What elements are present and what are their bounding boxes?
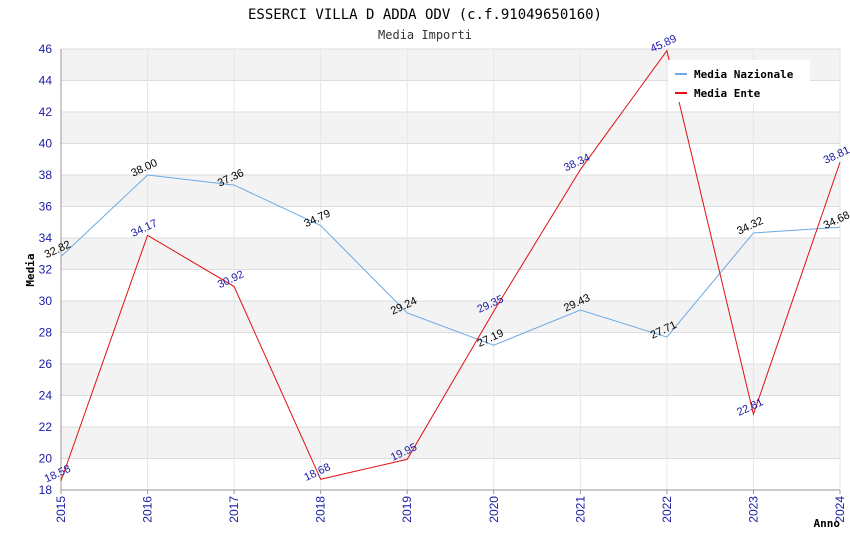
legend-entry: Media Nazionale: [694, 68, 794, 81]
x-tick-label: 2020: [487, 496, 501, 523]
y-tick-label: 30: [39, 294, 53, 308]
grid-band: [61, 332, 840, 364]
x-tick-label: 2023: [746, 496, 760, 523]
grid-lines: [60, 48, 841, 491]
y-tick-label: 44: [39, 74, 53, 88]
series-line-media-nazionale: [60, 174, 841, 346]
y-tick-label: 22: [39, 420, 53, 434]
legend-box: [668, 60, 810, 102]
grid-band: [61, 238, 840, 270]
y-tick-labels: 18 20 22 24 26 28 30 32 34 36 38 40 42 44 46: [39, 42, 53, 497]
y-tick-label: 28: [39, 326, 53, 340]
y-tick-label: 20: [39, 452, 53, 466]
x-tick-label: 2017: [227, 496, 241, 523]
x-tick-label: 2021: [573, 496, 587, 523]
y-tick-label: 26: [39, 357, 53, 371]
grid-band: [61, 395, 840, 427]
grid-band: [61, 175, 840, 207]
grid-band: [61, 427, 840, 459]
y-tick-label: 40: [39, 137, 53, 151]
y-tick-label: 34: [39, 231, 53, 245]
chart-title: ESSERCI VILLA D ADDA ODV (c.f.9104965016…: [248, 7, 602, 23]
y-tick-label: 38: [39, 168, 53, 182]
y-axis-label: Media: [24, 253, 37, 286]
x-tick-label: 2019: [400, 496, 414, 523]
x-tick-label: 2016: [141, 496, 155, 523]
x-tick-label: 2018: [314, 496, 328, 523]
y-tick-label: 46: [39, 42, 53, 56]
y-tick-label: 36: [39, 200, 53, 214]
grid-band: [61, 301, 840, 333]
legend: Media Nazionale Media Ente: [668, 60, 810, 102]
x-axis-label: Anno: [814, 517, 841, 530]
x-tick-labels: 2015 2016 2017 2018 2019 2020 2021 2022 2023 2024: [54, 496, 847, 523]
y-tick-label: 24: [39, 389, 53, 403]
y-tick-label: 42: [39, 105, 53, 119]
series-line-media-ente: [60, 49, 841, 482]
grid-band: [61, 112, 840, 144]
y-tick-label: 32: [39, 263, 53, 277]
x-tick-label: 2015: [54, 496, 68, 523]
legend-entry: Media Ente: [694, 87, 761, 100]
grid-band: [61, 143, 840, 175]
grid-band: [61, 458, 840, 490]
chart-subtitle: Media Importi: [378, 28, 472, 42]
x-tick-label: 2024: [833, 496, 847, 523]
series-lines: [60, 49, 841, 482]
x-tick-label: 2022: [660, 496, 674, 523]
grid-band: [61, 206, 840, 238]
grid-bands: [61, 49, 840, 490]
grid-band: [61, 364, 840, 396]
y-tick-label: 18: [39, 483, 53, 497]
axes: [60, 49, 841, 494]
